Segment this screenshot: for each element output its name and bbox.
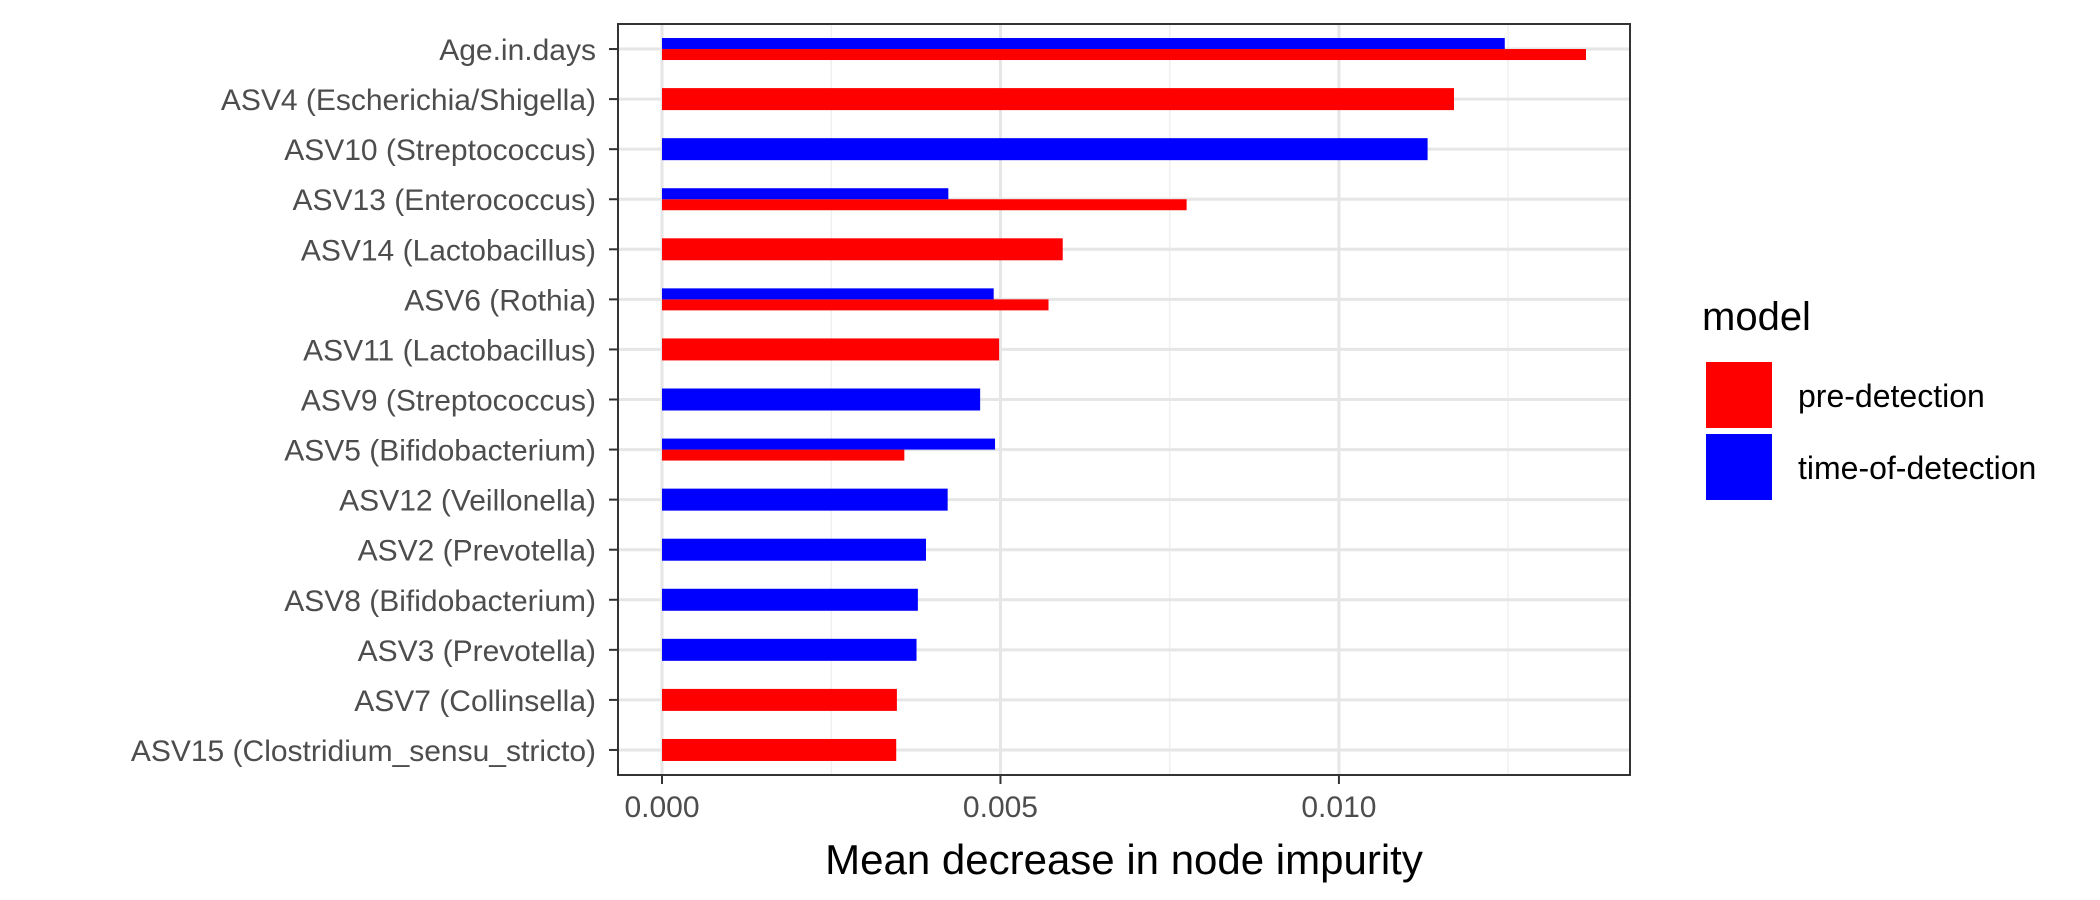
y-tick-label: ASV9 (Streptococcus) [301,385,596,418]
y-tick-label: ASV7 (Collinsella) [354,685,596,718]
y-tick-label: ASV5 (Bifidobacterium) [284,435,596,468]
y-tick-label: ASV11 (Lactobacillus) [303,334,596,367]
y-tick-label: ASV12 (Veillonella) [339,485,596,518]
bar-time-of-detection [662,388,981,411]
bar-pre-detection [662,338,1000,361]
bar-pre-detection [662,299,1049,311]
y-tick-label: ASV10 (Streptococcus) [284,134,596,167]
bar-time-of-detection [662,488,948,511]
legend-title: model [1702,295,1811,339]
legend-swatch-time-of-detection [1706,434,1772,500]
bar-pre-detection [662,199,1187,211]
bar-time-of-detection [662,538,926,561]
bar-time-of-detection [662,588,918,611]
bar-time-of-detection [662,438,996,450]
y-tick-label: ASV14 (Lactobacillus) [301,234,596,267]
bars [662,38,1586,761]
y-tick-label: Age.in.days [439,34,596,67]
y-tick-label: ASV3 (Prevotella) [358,635,596,668]
bar-time-of-detection [662,38,1505,50]
x-axis-title: Mean decrease in node impurity [825,836,1423,883]
bar-pre-detection [662,49,1586,61]
y-tick-label: ASV4 (Escherichia/Shigella) [221,84,596,117]
bar-pre-detection [662,688,897,711]
bar-time-of-detection [662,188,949,200]
y-tick-label: ASV6 (Rothia) [404,284,596,317]
x-tick-label: 0.005 [963,791,1038,824]
bar-time-of-detection [662,638,917,661]
bar-pre-detection [662,88,1454,111]
legend-label-pre-detection: pre-detection [1798,378,1985,414]
bar-pre-detection [662,238,1063,261]
y-tick-label: ASV2 (Prevotella) [358,535,596,568]
x-tick-label: 0.010 [1301,791,1376,824]
bar-pre-detection [662,738,897,761]
x-tick-label: 0.000 [624,791,699,824]
axes: Age.in.days ASV4 (Escherichia/Shigella) AS… [131,34,1377,824]
bar-time-of-detection [662,288,994,300]
bar-time-of-detection [662,138,1428,161]
y-tick-label: ASV8 (Bifidobacterium) [284,585,596,618]
y-tick-label: ASV13 (Enterococcus) [293,184,596,217]
legend-swatch-pre-detection [1706,362,1772,428]
bar-pre-detection [662,449,905,461]
legend: model pre-detection time-of-detection [1702,295,2036,500]
legend-label-time-of-detection: time-of-detection [1798,450,2036,486]
y-tick-label: ASV15 (Clostridium_sensu_stricto) [131,735,596,768]
